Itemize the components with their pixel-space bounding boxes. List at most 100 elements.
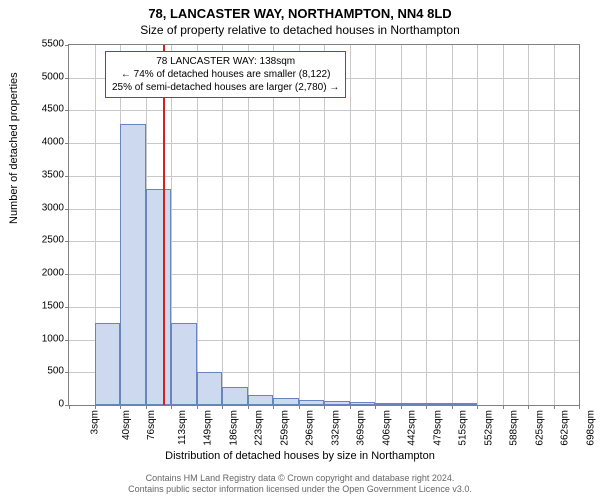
ytick-label: 1500 xyxy=(34,300,64,311)
ytick-mark xyxy=(65,45,69,46)
chart-subtitle: Size of property relative to detached ho… xyxy=(0,21,600,37)
ytick-mark xyxy=(65,209,69,210)
xtick-label: 369sqm xyxy=(356,410,367,446)
gridline-v xyxy=(477,45,478,405)
xtick-mark xyxy=(350,405,351,409)
annotation-line3: 25% of semi-detached houses are larger (… xyxy=(112,81,339,94)
xtick-label: 223sqm xyxy=(254,410,265,446)
gridline-v xyxy=(324,45,325,405)
xtick-mark xyxy=(401,405,402,409)
xtick-mark xyxy=(324,405,325,409)
xtick-label: 662sqm xyxy=(560,410,571,446)
xtick-label: 113sqm xyxy=(176,410,187,445)
ytick-label: 2000 xyxy=(34,268,64,279)
histogram-bar xyxy=(95,323,121,405)
xtick-mark xyxy=(69,405,70,409)
gridline-v xyxy=(350,45,351,405)
histogram-bar xyxy=(146,189,172,405)
xtick-label: 442sqm xyxy=(407,410,418,446)
ytick-label: 4500 xyxy=(34,104,64,115)
xtick-mark xyxy=(171,405,172,409)
ytick-label: 500 xyxy=(34,366,64,377)
xtick-mark xyxy=(477,405,478,409)
xtick-label: 698sqm xyxy=(585,410,596,446)
xtick-label: 296sqm xyxy=(305,410,316,446)
xtick-mark xyxy=(222,405,223,409)
gridline-v xyxy=(299,45,300,405)
ytick-label: 1000 xyxy=(34,333,64,344)
ytick-label: 0 xyxy=(34,399,64,410)
xtick-mark xyxy=(273,405,274,409)
histogram-bar xyxy=(299,400,325,405)
xtick-mark xyxy=(197,405,198,409)
chart-container: 78, LANCASTER WAY, NORTHAMPTON, NN4 8LD … xyxy=(0,0,600,500)
xtick-mark xyxy=(146,405,147,409)
ytick-mark xyxy=(65,307,69,308)
histogram-bar xyxy=(171,323,197,405)
xtick-mark xyxy=(554,405,555,409)
x-axis-label: Distribution of detached houses by size … xyxy=(0,450,600,462)
xtick-mark xyxy=(95,405,96,409)
histogram-bar xyxy=(375,403,401,405)
xtick-label: 186sqm xyxy=(228,410,239,446)
histogram-bar xyxy=(350,402,376,405)
ytick-label: 4000 xyxy=(34,137,64,148)
xtick-mark xyxy=(299,405,300,409)
gridline-v xyxy=(248,45,249,405)
marker-line xyxy=(163,45,165,405)
xtick-label: 406sqm xyxy=(381,410,392,446)
histogram-bar xyxy=(222,387,248,405)
xtick-label: 76sqm xyxy=(146,410,157,440)
xtick-mark xyxy=(579,405,580,409)
ytick-mark xyxy=(65,78,69,79)
ytick-mark xyxy=(65,340,69,341)
gridline-v xyxy=(452,45,453,405)
xtick-label: 332sqm xyxy=(330,410,341,446)
chart-title: 78, LANCASTER WAY, NORTHAMPTON, NN4 8LD xyxy=(0,0,600,21)
xtick-mark xyxy=(375,405,376,409)
histogram-bar xyxy=(324,401,350,405)
xtick-mark xyxy=(120,405,121,409)
histogram-bar xyxy=(426,403,452,405)
gridline-v xyxy=(503,45,504,405)
gridline-v xyxy=(426,45,427,405)
annotation-line1: 78 LANCASTER WAY: 138sqm xyxy=(112,55,339,68)
ytick-mark xyxy=(65,110,69,111)
gridline-v xyxy=(554,45,555,405)
histogram-bar xyxy=(401,403,427,405)
xtick-label: 40sqm xyxy=(121,410,132,440)
xtick-mark xyxy=(452,405,453,409)
ytick-mark xyxy=(65,274,69,275)
footnote-line1: Contains HM Land Registry data © Crown c… xyxy=(0,473,600,485)
xtick-label: 625sqm xyxy=(534,410,545,446)
ytick-mark xyxy=(65,372,69,373)
histogram-bar xyxy=(248,395,274,405)
xtick-label: 479sqm xyxy=(432,410,443,446)
plot-area: 78 LANCASTER WAY: 138sqm ← 74% of detach… xyxy=(68,44,580,406)
ytick-label: 2500 xyxy=(34,235,64,246)
y-axis-label: Number of detached properties xyxy=(8,72,20,224)
xtick-label: 259sqm xyxy=(279,410,290,446)
footnote: Contains HM Land Registry data © Crown c… xyxy=(0,473,600,496)
histogram-bar xyxy=(197,372,223,405)
xtick-label: 552sqm xyxy=(483,410,494,446)
xtick-mark xyxy=(503,405,504,409)
ytick-mark xyxy=(65,176,69,177)
gridline-v xyxy=(401,45,402,405)
ytick-label: 5500 xyxy=(34,39,64,50)
histogram-bar xyxy=(273,398,299,405)
histogram-bar xyxy=(120,124,146,405)
ytick-label: 3500 xyxy=(34,169,64,180)
gridline-v xyxy=(222,45,223,405)
annotation-box: 78 LANCASTER WAY: 138sqm ← 74% of detach… xyxy=(105,51,346,98)
xtick-label: 515sqm xyxy=(458,410,469,446)
xtick-mark xyxy=(528,405,529,409)
gridline-v xyxy=(528,45,529,405)
annotation-line2: ← 74% of detached houses are smaller (8,… xyxy=(112,68,339,81)
xtick-mark xyxy=(426,405,427,409)
ytick-label: 3000 xyxy=(34,202,64,213)
xtick-mark xyxy=(248,405,249,409)
gridline-v xyxy=(197,45,198,405)
gridline-v xyxy=(273,45,274,405)
ytick-mark xyxy=(65,241,69,242)
